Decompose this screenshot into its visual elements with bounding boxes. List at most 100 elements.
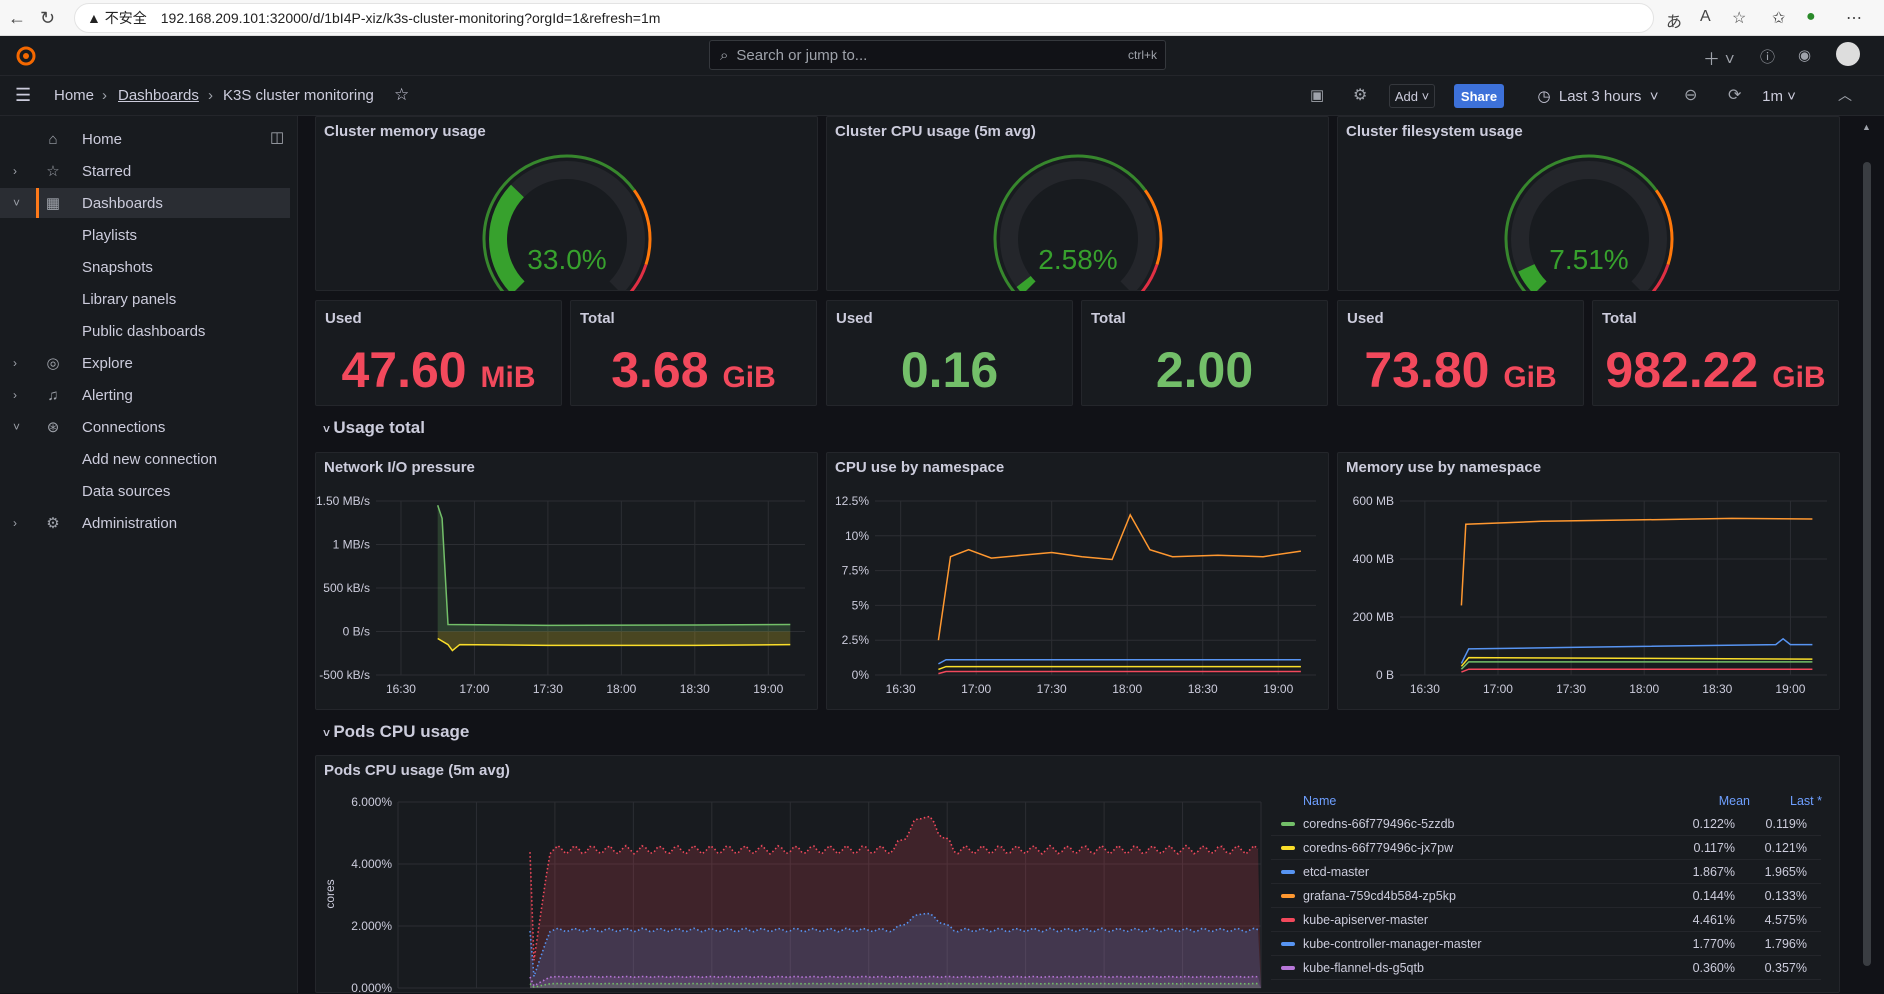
read-aloud-icon[interactable]: A bbox=[1700, 8, 1711, 25]
row-header-pods-cpu[interactable]: ˅ Pods CPU usage bbox=[323, 722, 470, 741]
refresh-interval-picker[interactable]: 1m ˅ bbox=[1762, 87, 1796, 105]
legend-header-last[interactable]: Last * bbox=[1790, 794, 1822, 808]
chevron-right-icon[interactable]: › bbox=[13, 516, 17, 530]
row-header-usage-total[interactable]: ˅ Usage total bbox=[323, 418, 425, 437]
series-line bbox=[1460, 656, 1813, 667]
sidebar-item-library-panels[interactable]: Library panels bbox=[0, 284, 290, 314]
sidebar-item-label: Snapshots bbox=[82, 258, 153, 276]
sidebar-item-starred[interactable]: › ☆ Starred bbox=[0, 156, 290, 186]
legend-series-name[interactable]: kube-apiserver-master bbox=[1303, 913, 1429, 927]
url-text: 192.168.209.101:32000/d/1bI4P-xiz/k3s-cl… bbox=[160, 10, 661, 26]
more-icon[interactable]: ⋯ bbox=[1846, 10, 1862, 27]
legend-header-name[interactable]: Name bbox=[1303, 794, 1337, 808]
scroll-thumb[interactable] bbox=[1863, 162, 1871, 966]
collapse-icon[interactable]: ︿ bbox=[1838, 87, 1852, 103]
legend-row[interactable]: grafana-759cd4b584-zp5kp 0.144% 0.133% bbox=[1271, 884, 1821, 908]
chevron-right-icon[interactable]: › bbox=[13, 164, 17, 178]
time-range-picker[interactable]: ◷ Last 3 hours ˅ bbox=[1537, 87, 1659, 106]
sidebar-item-explore[interactable]: › ◎ Explore bbox=[0, 348, 290, 378]
flannel-series-line bbox=[529, 975, 1259, 987]
dock-menu-icon[interactable]: ◫ bbox=[270, 129, 285, 146]
favorites-bar-icon[interactable]: ✩ bbox=[1772, 10, 1786, 27]
legend-series-name[interactable]: kube-flannel-ds-g5qtb bbox=[1303, 961, 1424, 975]
new-plus-icon[interactable]: ＋ ˅ bbox=[1703, 50, 1735, 69]
stat-panel[interactable]: Total 2.00 bbox=[1081, 300, 1328, 406]
sidebar-item-home[interactable]: ⌂ Home bbox=[0, 124, 290, 154]
settings-gear-icon[interactable]: ⚙ bbox=[1353, 87, 1368, 104]
gauge-panel[interactable]: Cluster filesystem usage 7.51% bbox=[1337, 116, 1840, 291]
stat-panel[interactable]: Used 0.16 bbox=[826, 300, 1073, 406]
gauge-panel[interactable]: Cluster CPU usage (5m avg) 2.58% bbox=[826, 116, 1329, 291]
timeseries-panel-cpu-namespace[interactable]: CPU use by namespace 12.5% 10% 7.5% 5% 2.5% 0… bbox=[826, 452, 1329, 710]
reload-icon[interactable]: ↻ bbox=[40, 8, 56, 28]
legend-series-name[interactable]: coredns-66f779496c-5zzdb bbox=[1303, 817, 1455, 831]
chevron-down-icon[interactable]: ˅ bbox=[13, 420, 21, 434]
legend-series-name[interactable]: coredns-66f779496c-jx7pw bbox=[1303, 841, 1454, 855]
grafana-logo-icon[interactable] bbox=[14, 44, 38, 68]
x-tick-label: 19:00 bbox=[1263, 682, 1293, 696]
favorite-icon[interactable]: ☆ bbox=[1732, 10, 1747, 27]
star-icon: ☆ bbox=[46, 163, 60, 180]
legend-series-name[interactable]: kube-controller-manager-master bbox=[1303, 937, 1482, 951]
sidebar-item-alerting[interactable]: › ♫ Alerting bbox=[0, 380, 290, 410]
search-input[interactable]: ⌕ Search or jump to... ctrl+k bbox=[709, 40, 1166, 70]
share-button[interactable]: Share bbox=[1454, 84, 1504, 108]
panel-title: Pods CPU usage (5m avg) bbox=[324, 762, 510, 779]
chevron-down-icon[interactable]: ˅ bbox=[13, 196, 21, 210]
zoom-out-icon[interactable]: ⊖ bbox=[1684, 87, 1698, 104]
legend-header-mean[interactable]: Mean bbox=[1718, 794, 1750, 808]
address-bar[interactable]: ▲ 不安全 192.168.209.101:32000/d/1bI4P-xiz/… bbox=[74, 3, 1654, 33]
search-placeholder: Search or jump to... bbox=[736, 46, 868, 64]
timeseries-panel-memory-namespace[interactable]: Memory use by namespace 600 MB 400 MB 200 … bbox=[1337, 452, 1840, 710]
y-tick-label: 5% bbox=[852, 598, 870, 612]
chevron-right-icon[interactable]: › bbox=[13, 388, 17, 402]
sidebar-item-dashboards[interactable]: ˅ ▦ Dashboards bbox=[0, 188, 290, 218]
breadcrumb-dashboards[interactable]: Dashboards bbox=[118, 87, 199, 104]
back-icon[interactable]: ← bbox=[8, 8, 26, 28]
chevron-right-icon[interactable]: › bbox=[13, 356, 17, 370]
sidebar-item-public-dashboards[interactable]: Public dashboards bbox=[0, 316, 290, 346]
legend-series-name[interactable]: grafana-759cd4b584-zp5kp bbox=[1303, 889, 1456, 903]
timeseries-panel-network[interactable]: Network I/O pressure 1.50 MB/s 1 MB/s 500 … bbox=[315, 452, 818, 710]
gauge-panel[interactable]: Cluster memory usage 33.0% bbox=[315, 116, 818, 291]
legend-series-name[interactable]: etcd-master bbox=[1303, 865, 1369, 879]
series-color-swatch bbox=[1281, 942, 1295, 946]
legend-row[interactable]: coredns-66f779496c-5zzdb 0.122% 0.119% bbox=[1271, 812, 1821, 836]
legend-row[interactable]: coredns-66f779496c-jx7pw 0.117% 0.121% bbox=[1271, 836, 1821, 860]
stat-value: 982.22 GiB bbox=[1605, 342, 1826, 398]
timeseries-panel-pods-cpu[interactable]: Pods CPU usage (5m avg) 6.000% 4.000% 2.00… bbox=[315, 755, 1840, 994]
breadcrumb-home[interactable]: Home bbox=[54, 87, 95, 104]
avatar[interactable] bbox=[1836, 42, 1860, 66]
legend-row[interactable]: kube-controller-manager-master 1.770% 1.79… bbox=[1271, 932, 1821, 956]
legend-row[interactable]: kube-flannel-ds-g5qtb 0.360% 0.357% bbox=[1271, 956, 1821, 980]
gauge-threshold-orange bbox=[632, 189, 652, 266]
sidebar-item-snapshots[interactable]: Snapshots bbox=[0, 252, 290, 282]
memory-namespace-chart: 600 MB 400 MB 200 MB 0 B 16:30 17:00 17:30 18:0… bbox=[1353, 494, 1827, 696]
translate-icon[interactable]: あ bbox=[1666, 14, 1683, 31]
stat-panel[interactable]: Total 3.68 GiB bbox=[570, 300, 817, 406]
panel-title: Network I/O pressure bbox=[324, 459, 475, 476]
save-icon[interactable]: ▣ bbox=[1310, 87, 1325, 104]
gauge-chart: 7.51% bbox=[1504, 154, 1674, 291]
sidebar-item-administration[interactable]: › ⚙ Administration bbox=[0, 508, 290, 538]
legend-row[interactable]: kube-apiserver-master 4.461% 4.575% bbox=[1271, 908, 1821, 932]
stat-panel[interactable]: Used 47.60 MiB bbox=[315, 300, 562, 406]
help-icon[interactable]: ⓘ bbox=[1760, 49, 1776, 66]
news-icon[interactable]: ◉ bbox=[1798, 47, 1812, 64]
sidebar-item-data-sources[interactable]: Data sources bbox=[0, 476, 290, 506]
sidebar-item-connections[interactable]: ˅ ⊛ Connections bbox=[0, 412, 290, 442]
series-area bbox=[437, 505, 791, 632]
scroll-up-icon[interactable]: ▲ bbox=[1862, 122, 1871, 132]
legend-row[interactable]: etcd-master 1.867% 1.965% bbox=[1271, 860, 1821, 884]
sidebar-item-playlists[interactable]: Playlists bbox=[0, 220, 290, 250]
refresh-icon[interactable]: ⟳ bbox=[1728, 87, 1742, 104]
sidebar-item-add-new-connection[interactable]: Add new connection bbox=[0, 444, 290, 474]
network-chart: 1.50 MB/s 1 MB/s 500 kB/s 0 B/s -500 kB/s 16:… bbox=[316, 494, 805, 696]
star-icon[interactable]: ☆ bbox=[394, 85, 410, 104]
stat-panel[interactable]: Total 982.22 GiB bbox=[1592, 300, 1839, 406]
menu-icon[interactable]: ☰ bbox=[15, 85, 32, 105]
extension-icon[interactable]: ● bbox=[1806, 8, 1816, 25]
add-button[interactable]: Add ˅ bbox=[1389, 84, 1435, 108]
stat-panel[interactable]: Used 73.80 GiB bbox=[1337, 300, 1584, 406]
scrollbar[interactable]: ▲ bbox=[1858, 116, 1884, 993]
